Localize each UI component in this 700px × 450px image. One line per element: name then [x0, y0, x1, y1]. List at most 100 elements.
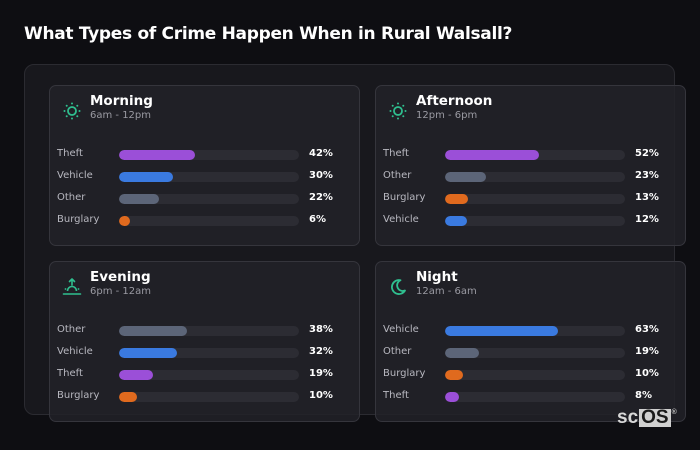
bar-fill-burglary [119, 392, 137, 402]
bar-label: Other [383, 170, 412, 181]
bar-track [119, 392, 299, 402]
bar-label: Burglary [57, 214, 100, 225]
bar-value: 30% [309, 170, 333, 181]
bar-value: 63% [635, 324, 659, 335]
bar-label: Vehicle [383, 324, 419, 335]
bar-value: 13% [635, 192, 659, 203]
card-afternoon: Afternoon 12pm - 6pm Theft 52% Other 23%… [375, 85, 686, 246]
bar-value: 12% [635, 214, 659, 225]
bar-label: Vehicle [57, 346, 93, 357]
bar-track [445, 326, 625, 336]
bar-label: Theft [57, 148, 83, 159]
bar-label: Vehicle [57, 170, 93, 181]
bar-row: Vehicle 30% [50, 169, 359, 185]
sun-icon [389, 102, 407, 120]
bar-row: Other 23% [376, 169, 685, 185]
bar-value: 38% [309, 324, 333, 335]
bar-track [119, 194, 299, 204]
bar-track [119, 370, 299, 380]
bar-track [119, 326, 299, 336]
card-title: Night [416, 269, 458, 285]
bar-fill-other [445, 348, 480, 358]
bar-fill-theft [445, 150, 539, 160]
bar-value: 52% [635, 148, 659, 159]
bar-value: 32% [309, 346, 333, 357]
bar-track [445, 392, 625, 402]
bar-row: Theft 42% [50, 147, 359, 163]
bar-value: 22% [309, 192, 333, 203]
bar-value: 19% [309, 368, 333, 379]
card-title: Afternoon [416, 93, 493, 109]
bar-label: Vehicle [383, 214, 419, 225]
logo-os: OS [639, 407, 671, 428]
bar-label: Theft [57, 368, 83, 379]
bar-row: Theft 52% [376, 147, 685, 163]
bar-value: 23% [635, 170, 659, 181]
scos-logo: sc OS ® [617, 407, 677, 428]
card-time-range: 12am - 6am [416, 286, 477, 297]
bar-value: 19% [635, 346, 659, 357]
logo-registered-mark: ® [671, 409, 677, 416]
card-time-range: 12pm - 6pm [416, 110, 478, 121]
bar-row: Burglary 10% [376, 367, 685, 383]
page-title: What Types of Crime Happen When in Rural… [24, 24, 513, 44]
bar-track [119, 216, 299, 226]
bar-fill-vehicle [445, 326, 559, 336]
bar-track [445, 172, 625, 182]
bar-row: Burglary 6% [50, 213, 359, 229]
bar-value: 8% [635, 390, 652, 401]
bar-fill-vehicle [119, 348, 177, 358]
card-time-range: 6pm - 12am [90, 286, 152, 297]
bar-label: Theft [383, 148, 409, 159]
bar-row: Other 22% [50, 191, 359, 207]
bar-fill-theft [445, 392, 460, 402]
bar-track [119, 348, 299, 358]
bar-value: 10% [309, 390, 333, 401]
bar-row: Theft 8% [376, 389, 685, 405]
bar-fill-theft [119, 150, 195, 160]
bar-row: Theft 19% [50, 367, 359, 383]
bar-track [445, 216, 625, 226]
bar-fill-other [119, 194, 159, 204]
card-time-range: 6am - 12pm [90, 110, 152, 121]
bar-fill-burglary [445, 194, 469, 204]
moon-icon [391, 279, 406, 295]
card-night: Night 12am - 6am Vehicle 63% Other 19% B… [375, 261, 686, 422]
bar-row: Other 19% [376, 345, 685, 361]
card-title: Morning [90, 93, 153, 109]
bar-label: Other [57, 192, 86, 203]
bar-label: Theft [383, 390, 409, 401]
bar-fill-theft [119, 370, 154, 380]
bar-fill-other [119, 326, 188, 336]
sunset-icon [62, 278, 82, 295]
bar-track [445, 194, 625, 204]
bar-row: Vehicle 63% [376, 323, 685, 339]
bar-track [119, 172, 299, 182]
bar-fill-burglary [119, 216, 130, 226]
card-morning: Morning 6am - 12pm Theft 42% Vehicle 30%… [49, 85, 360, 246]
card-evening: Evening 6pm - 12am Other 38% Vehicle 32%… [49, 261, 360, 422]
bar-label: Other [383, 346, 412, 357]
bar-track [445, 348, 625, 358]
logo-sc: sc [617, 407, 639, 428]
sun-icon [63, 102, 81, 120]
bar-label: Burglary [383, 192, 426, 203]
bar-row: Vehicle 32% [50, 345, 359, 361]
bar-value: 42% [309, 148, 333, 159]
bar-fill-burglary [445, 370, 463, 380]
bar-track [119, 150, 299, 160]
bar-row: Burglary 13% [376, 191, 685, 207]
bar-label: Other [57, 324, 86, 335]
bar-track [445, 370, 625, 380]
card-title: Evening [90, 269, 151, 285]
bar-label: Burglary [57, 390, 100, 401]
bar-row: Burglary 10% [50, 389, 359, 405]
bar-fill-vehicle [445, 216, 467, 226]
bar-value: 10% [635, 368, 659, 379]
bar-label: Burglary [383, 368, 426, 379]
bar-fill-vehicle [119, 172, 173, 182]
bar-row: Other 38% [50, 323, 359, 339]
bar-row: Vehicle 12% [376, 213, 685, 229]
bar-value: 6% [309, 214, 326, 225]
bar-track [445, 150, 625, 160]
